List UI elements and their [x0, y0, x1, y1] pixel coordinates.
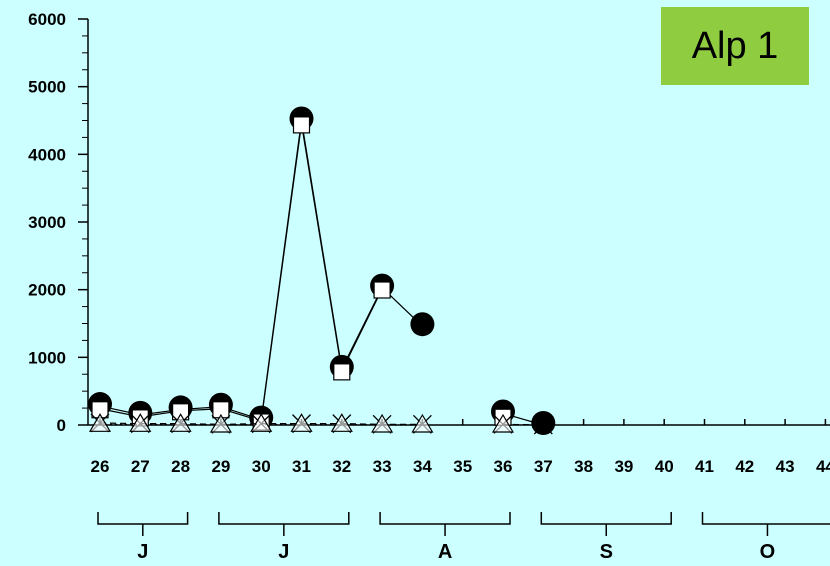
month-bracket — [540, 512, 672, 525]
badge-label: Alp 1 — [691, 24, 779, 67]
series-line — [502, 423, 544, 426]
x-axis: 26 27 28 29 30 31 32 33 34 35 36 37 38 39 40 41 42 43 44 — [91, 419, 830, 476]
x-tick-label: 31 — [292, 457, 311, 476]
y-tick-label: 1000 — [28, 348, 66, 367]
data-point-triangle — [330, 413, 353, 432]
y-axis: 0 1000 2000 3000 4000 5000 6000 — [28, 10, 88, 435]
series-triangle-open — [88, 413, 515, 433]
series-layer — [88, 106, 556, 435]
series-line — [99, 120, 423, 421]
x-tick-label: 41 — [695, 457, 714, 476]
month-bracket — [218, 512, 350, 525]
x-tick-label: 43 — [776, 457, 795, 476]
x-tick-label: 29 — [211, 457, 230, 476]
x-tick-label: 30 — [252, 457, 271, 476]
x-tick-label: 38 — [574, 457, 593, 476]
y-tick-label: 0 — [57, 416, 66, 435]
series-square-open — [91, 116, 512, 431]
x-tick-label: 27 — [131, 457, 150, 476]
month-label: O — [760, 541, 776, 563]
data-point-triangle — [411, 413, 434, 433]
data-point-x — [533, 415, 553, 435]
series-badge: Alp 1 — [661, 7, 809, 85]
x-tick-label: 44 — [816, 457, 830, 476]
month-bracket — [701, 512, 830, 525]
data-point-square — [292, 116, 311, 134]
data-point-triangle — [250, 413, 273, 432]
month-label: J — [278, 541, 289, 563]
series-circle-filled — [88, 106, 556, 435]
y-tick-label: 2000 — [28, 281, 66, 300]
y-tick-label: 5000 — [28, 78, 66, 97]
data-point-triangle — [169, 413, 192, 432]
data-point-triangle — [129, 413, 152, 432]
y-tick-label: 3000 — [28, 213, 66, 232]
month-label: J — [137, 541, 148, 563]
x-tick-label: 26 — [91, 457, 110, 476]
x-tick-label: 32 — [332, 457, 351, 476]
data-point-circle — [410, 312, 435, 337]
x-tick-label: 39 — [614, 457, 633, 476]
x-tick-label: 36 — [494, 457, 513, 476]
x-tick-label: 35 — [453, 457, 472, 476]
data-point-triangle — [209, 413, 232, 433]
y-tick-label: 4000 — [28, 145, 66, 164]
x-tick-label: 33 — [373, 457, 392, 476]
month-label: A — [438, 541, 452, 563]
x-tick-label: 42 — [735, 457, 754, 476]
month-bracket — [97, 512, 189, 525]
x-tick-label: 34 — [413, 457, 432, 476]
y-tick-label: 6000 — [28, 10, 66, 29]
data-point-triangle — [290, 413, 313, 432]
x-tick-label: 37 — [534, 457, 553, 476]
data-point-triangle — [491, 413, 515, 433]
data-point-triangle — [371, 413, 394, 433]
x-tick-label: 28 — [171, 457, 190, 476]
data-point-square — [373, 281, 391, 299]
data-point-circle — [531, 411, 556, 435]
month-label: S — [600, 541, 613, 563]
data-point-square — [333, 363, 351, 381]
x-tick-label: 40 — [655, 457, 674, 476]
month-bracket — [379, 512, 511, 525]
data-point-triangle — [88, 413, 112, 432]
